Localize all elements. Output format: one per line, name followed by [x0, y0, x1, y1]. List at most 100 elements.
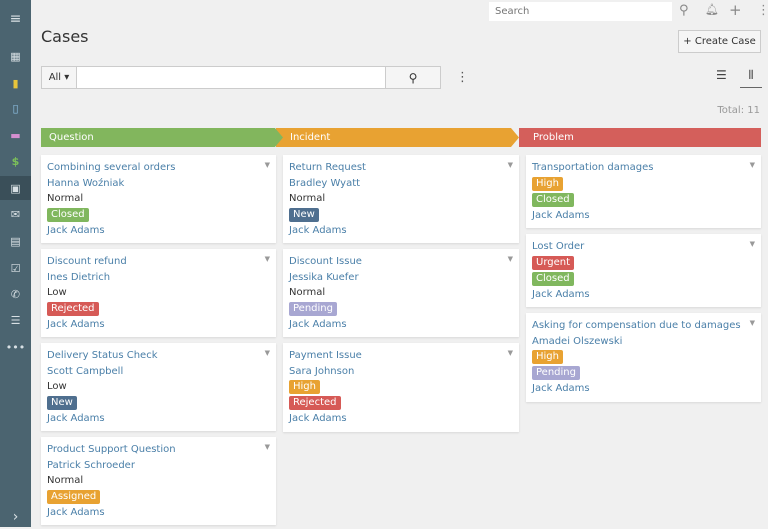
- case-name-link[interactable]: Product Support Question: [47, 444, 176, 455]
- case-card[interactable]: ▼ Asking for compensation due to damages A…: [526, 313, 761, 402]
- column-header-problem: Problem: [519, 128, 761, 147]
- menu-dots-icon[interactable]: ⋮: [757, 3, 768, 18]
- column-title: Problem: [533, 132, 574, 143]
- account-link[interactable]: Hanna Woźniak: [47, 177, 125, 189]
- account-link[interactable]: Amadei Olszewski: [532, 335, 623, 347]
- search-icon[interactable]: ⚲: [679, 3, 689, 18]
- case-card[interactable]: ▼ Discount refund Ines Dietrich Low Rejected…: [41, 249, 276, 337]
- case-name-link[interactable]: Discount refund: [47, 256, 127, 267]
- case-name-link[interactable]: Payment Issue: [289, 350, 362, 361]
- status-badge: Closed: [532, 271, 574, 286]
- create-case-button[interactable]: + Create Case: [678, 30, 761, 53]
- account-link[interactable]: Sara Johnson: [289, 365, 355, 377]
- case-card[interactable]: ▼ Product Support Question Patrick Schroed…: [41, 437, 276, 525]
- assigned-user-link[interactable]: Jack Adams: [532, 209, 590, 221]
- assigned-user-link[interactable]: Jack Adams: [47, 506, 105, 518]
- contacts-icon[interactable]: ▯: [12, 101, 19, 115]
- leads-icon[interactable]: ▬: [10, 128, 21, 142]
- cases-icon[interactable]: ▣: [0, 176, 31, 200]
- case-card[interactable]: ▼ Payment Issue Sara Johnson High Rejected Ja…: [283, 343, 519, 432]
- status-badge: Closed: [532, 192, 574, 207]
- account-link[interactable]: Scott Campbell: [47, 365, 124, 377]
- calendar-icon[interactable]: ▤: [10, 234, 21, 248]
- case-name-link[interactable]: Combining several orders: [47, 162, 176, 173]
- priority-text: Normal: [289, 193, 326, 204]
- search-filter-bar: All ▾ ⚲: [41, 66, 441, 89]
- priority-badge: High: [289, 380, 320, 394]
- card-menu-caret-icon[interactable]: ▼: [749, 319, 755, 327]
- case-name-link[interactable]: Return Request: [289, 162, 366, 173]
- assigned-user-link[interactable]: Jack Adams: [47, 412, 105, 424]
- assigned-user-link[interactable]: Jack Adams: [289, 318, 347, 330]
- status-badge: Rejected: [289, 396, 341, 410]
- status-badge: Pending: [289, 301, 337, 316]
- status-badge: Pending: [532, 366, 580, 380]
- total-count: Total: 11: [717, 105, 760, 116]
- account-link[interactable]: Ines Dietrich: [47, 271, 111, 283]
- assigned-user-link[interactable]: Jack Adams: [289, 224, 347, 236]
- kanban-view-icon[interactable]: ⦀: [740, 68, 762, 88]
- column-title: Incident: [290, 132, 331, 143]
- column-header-incident: Incident: [276, 128, 519, 147]
- priority-text: Normal: [289, 287, 326, 298]
- list-view-icon[interactable]: ☰: [716, 68, 727, 82]
- search-input[interactable]: [77, 67, 386, 88]
- status-badge: New: [289, 207, 319, 222]
- account-link[interactable]: Patrick Schroeder: [47, 459, 135, 471]
- card-menu-caret-icon[interactable]: ▼: [507, 349, 513, 357]
- page-title: Cases: [41, 27, 89, 46]
- assigned-user-link[interactable]: Jack Adams: [47, 224, 105, 236]
- case-name-link[interactable]: Asking for compensation due to damages: [532, 320, 741, 331]
- case-card[interactable]: ▼ Return Request Bradley Wyatt Normal New Jac…: [283, 155, 519, 243]
- case-card[interactable]: ▼ Combining several orders Hanna Woźniak No…: [41, 155, 276, 243]
- quick-create-plus-icon[interactable]: +: [729, 1, 742, 19]
- case-card[interactable]: ▼ Lost Order Urgent Closed Jack Adams: [526, 234, 761, 307]
- global-search-input[interactable]: [489, 2, 672, 21]
- filter-options-dots-icon[interactable]: ⋮: [456, 70, 469, 85]
- priority-text: Low: [47, 381, 67, 392]
- expand-icon[interactable]: ›: [12, 509, 19, 525]
- card-menu-caret-icon[interactable]: ▼: [264, 349, 270, 357]
- case-name-link[interactable]: Discount Issue: [289, 256, 362, 267]
- tasks-icon[interactable]: ☑: [10, 261, 21, 275]
- case-card[interactable]: ▼ Discount Issue Jessika Kuefer Normal Pendi…: [283, 249, 519, 337]
- card-menu-caret-icon[interactable]: ▼: [749, 161, 755, 169]
- opportunities-icon[interactable]: $: [11, 154, 20, 168]
- card-menu-caret-icon[interactable]: ▼: [749, 240, 755, 248]
- card-menu-caret-icon[interactable]: ▼: [507, 255, 513, 263]
- card-menu-caret-icon[interactable]: ▼: [264, 443, 270, 451]
- card-menu-caret-icon[interactable]: ▼: [507, 161, 513, 169]
- case-card[interactable]: ▼ Transportation damages High Closed Jack Ad…: [526, 155, 761, 228]
- assigned-user-link[interactable]: Jack Adams: [289, 413, 347, 424]
- filter-all-dropdown[interactable]: All ▾: [42, 67, 77, 88]
- column-header-question: Question: [41, 128, 283, 147]
- card-menu-caret-icon[interactable]: ▼: [264, 255, 270, 263]
- notifications-bell-icon[interactable]: 🔔︎: [705, 3, 719, 16]
- sidebar: ≡ ▦ ▮ ▯ ▬ $ ▣ ✉ ▤ ☑ ✆ ☰ ••• ›: [0, 0, 31, 527]
- email-icon[interactable]: ✉: [10, 207, 21, 221]
- case-name-link[interactable]: Transportation damages: [532, 162, 654, 173]
- account-link[interactable]: Bradley Wyatt: [289, 177, 361, 189]
- assigned-user-link[interactable]: Jack Adams: [532, 288, 590, 300]
- priority-text: Normal: [47, 475, 84, 486]
- status-badge: Closed: [47, 207, 89, 222]
- priority-badge: High: [532, 350, 563, 364]
- accounts-icon[interactable]: ▮: [12, 76, 19, 90]
- case-name-link[interactable]: Lost Order: [532, 241, 585, 252]
- dashboard-icon[interactable]: ▦: [10, 49, 21, 63]
- status-badge: New: [47, 395, 77, 410]
- status-badge: Assigned: [47, 489, 101, 504]
- calls-icon[interactable]: ✆: [10, 287, 21, 301]
- more-icon[interactable]: •••: [5, 340, 26, 354]
- assigned-user-link[interactable]: Jack Adams: [532, 383, 590, 394]
- account-link[interactable]: Jessika Kuefer: [289, 271, 359, 283]
- search-button[interactable]: ⚲: [386, 67, 440, 88]
- lists-icon[interactable]: ☰: [10, 313, 21, 327]
- card-menu-caret-icon[interactable]: ▼: [264, 161, 270, 169]
- assigned-user-link[interactable]: Jack Adams: [47, 318, 105, 330]
- priority-badge: Urgent: [532, 255, 575, 270]
- priority-text: Normal: [47, 193, 84, 204]
- case-name-link[interactable]: Delivery Status Check: [47, 350, 158, 361]
- case-card[interactable]: ▼ Delivery Status Check Scott Campbell Low N…: [41, 343, 276, 431]
- menu-icon[interactable]: ≡: [9, 11, 22, 27]
